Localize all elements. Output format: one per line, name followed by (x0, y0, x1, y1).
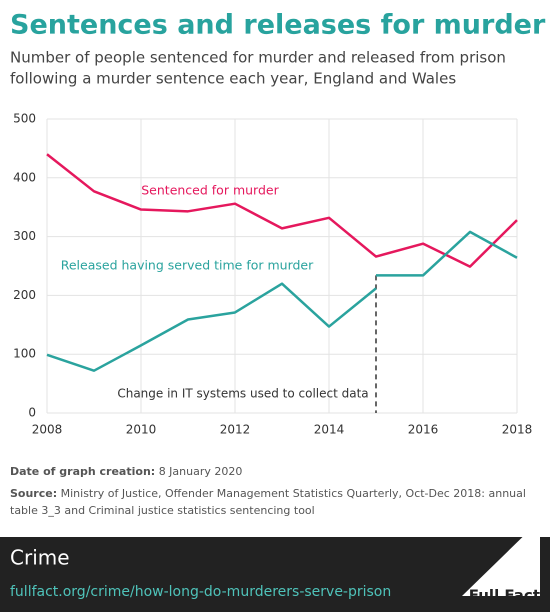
x-tick-label: 2008 (32, 423, 63, 437)
x-tick-label: 2014 (314, 423, 345, 437)
footer-band (0, 537, 550, 612)
subtitle: following a murder sentence each year, E… (10, 70, 456, 88)
source-label: Source: (10, 487, 57, 500)
x-tick-label: 2012 (220, 423, 251, 437)
x-tick-label: 2010 (126, 423, 157, 437)
x-tick-label: 2018 (502, 423, 533, 437)
source-text: table 3_3 and Criminal justice statistic… (10, 504, 315, 517)
logo-shape (462, 520, 540, 596)
series-line (46, 153, 518, 268)
note-text: 8 January 2020 (159, 465, 243, 478)
source: Source: Ministry of Justice, Offender Ma… (10, 487, 526, 500)
y-tick-label: 500 (13, 112, 36, 126)
logo-text: Full Fact (469, 587, 540, 605)
y-tick-label: 300 (13, 229, 36, 243)
x-tick-label: 2016 (408, 423, 439, 437)
series-label: Sentenced for murder (141, 183, 279, 198)
y-tick-label: 200 (13, 288, 36, 302)
series-line (46, 230, 518, 372)
note: Date of graph creation: 8 January 2020 (10, 465, 242, 478)
y-tick-label: 400 (13, 170, 36, 184)
source-text: Ministry of Justice, Offender Management… (61, 487, 526, 500)
y-tick-label: 100 (13, 347, 36, 361)
footer-url[interactable]: fullfact.org/crime/how-long-do-murderers… (10, 584, 391, 600)
footer-topic: Crime (10, 546, 70, 570)
annotation-text: Change in IT systems used to collect dat… (117, 387, 368, 401)
y-tick-label: 0 (28, 406, 36, 420)
series-label: Released having served time for murder (61, 258, 314, 273)
note-label: Date of graph creation: (10, 465, 155, 478)
subtitle: Number of people sentenced for murder an… (10, 49, 506, 67)
chart-title: Sentences and releases for murder (10, 10, 546, 41)
